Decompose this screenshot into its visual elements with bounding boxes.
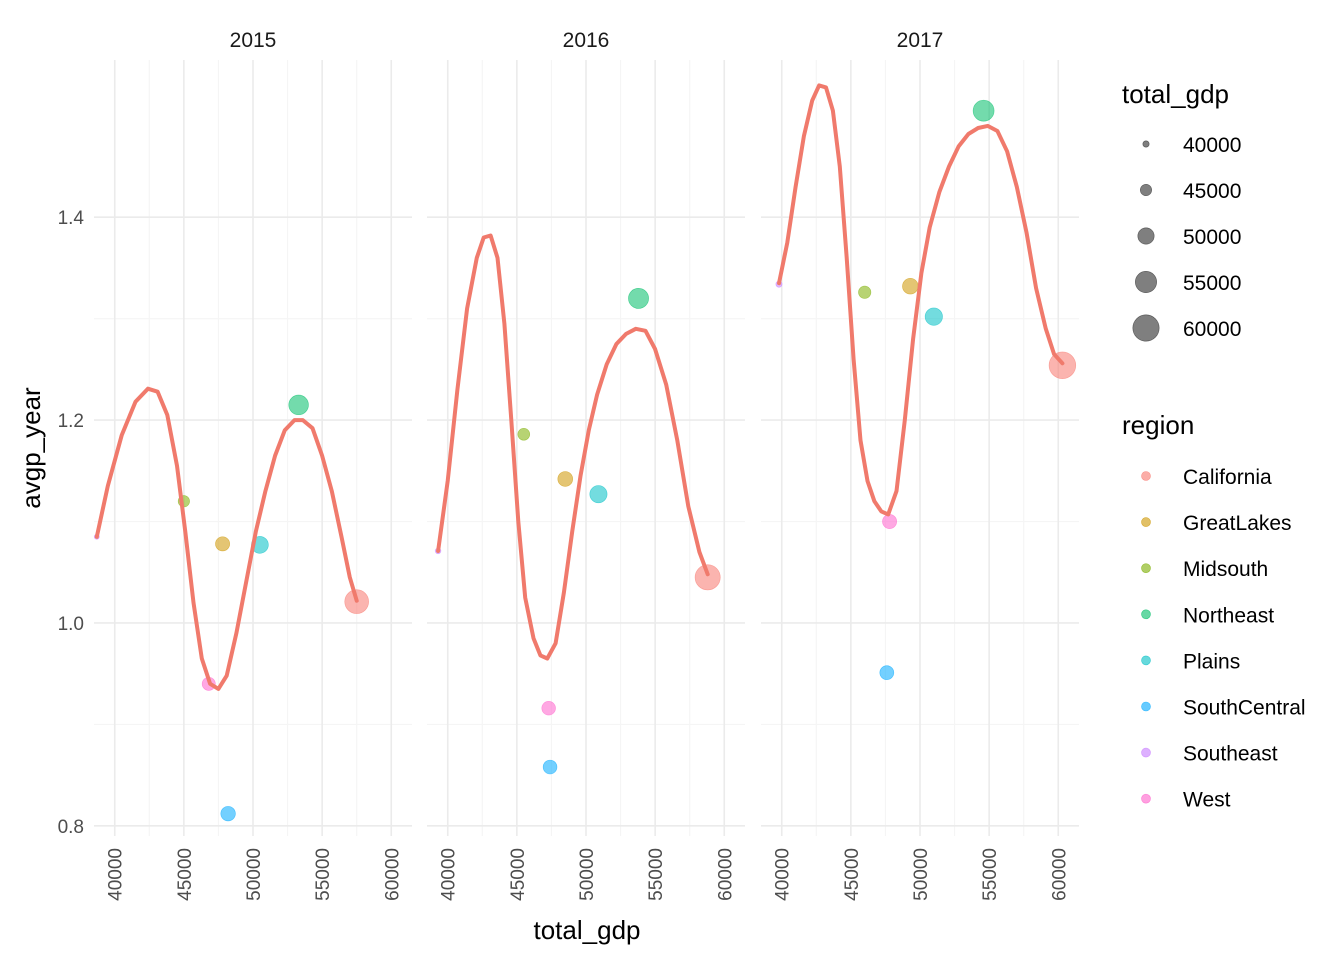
y-tick-label: 1.0 (58, 614, 84, 635)
color-key-northeast (1141, 609, 1151, 620)
y-tick-label: 1.4 (58, 208, 85, 229)
color-legend: California GreatLakes Midsouth Northeast Pla… (1141, 466, 1306, 812)
x-tick-label: 50000 (911, 848, 932, 901)
point-greatlakes (557, 471, 574, 487)
point-northeast (972, 99, 995, 122)
color-key-label: West (1183, 789, 1231, 812)
x-tick-label: 40000 (773, 848, 794, 901)
color-key-label: GreatLakes (1183, 512, 1292, 535)
panel-2017: 2017 40000 45000 50000 55000 60000 (761, 29, 1079, 901)
y-axis-title: avgp_year (16, 387, 46, 509)
size-key-label: 60000 (1183, 318, 1241, 341)
facet-label-2017: 2017 (897, 29, 944, 52)
point-greatlakes (902, 278, 919, 295)
panel-2016: 2016 40000 45000 50000 55000 60000 (427, 29, 745, 901)
size-key-40000 (1142, 140, 1150, 148)
color-key-southcentral (1141, 701, 1151, 712)
point-southcentral (879, 665, 895, 680)
size-key-55000 (1135, 270, 1158, 293)
point-midsouth (858, 285, 872, 299)
point-southcentral (220, 806, 236, 822)
facet-label-2015: 2015 (230, 29, 277, 52)
panels-layer: 2015 40000 45000 50000 55000 60000 0.8 1.0 1.2 1.… (58, 29, 1079, 901)
size-key-label: 55000 (1183, 272, 1241, 295)
x-axis-title: total_gdp (534, 915, 641, 945)
x-tick-label: 45000 (508, 848, 529, 901)
color-key-label: California (1183, 466, 1272, 489)
x-tick-label: 40000 (106, 848, 127, 901)
x-tick-label: 50000 (577, 848, 598, 901)
point-plains (589, 485, 608, 504)
size-key-label: 40000 (1183, 134, 1241, 157)
y-tick-label: 0.8 (58, 817, 84, 838)
size-key-label: 45000 (1183, 180, 1241, 203)
color-key-plains (1141, 655, 1151, 666)
point-california (694, 564, 721, 591)
point-plains (924, 307, 943, 326)
smooth-line (777, 83, 1065, 517)
x-tick-label: 55000 (646, 848, 667, 901)
facet-label-2016: 2016 (563, 29, 610, 52)
size-legend-title: total_gdp (1122, 79, 1229, 109)
size-key-label: 50000 (1183, 226, 1241, 249)
point-west (541, 701, 556, 716)
x-tick-label: 40000 (439, 848, 460, 901)
color-key-label: Northeast (1183, 604, 1274, 627)
color-key-california (1141, 471, 1151, 481)
color-key-southeast (1141, 747, 1151, 758)
color-key-west (1141, 793, 1151, 804)
smooth-line (436, 233, 710, 661)
point-greatlakes (215, 536, 230, 552)
panel-2015: 2015 40000 45000 50000 55000 60000 0.8 1.0 1.2 1.… (58, 29, 412, 901)
x-tick-label: 50000 (244, 848, 265, 901)
x-tick-label: 55000 (980, 848, 1001, 901)
color-key-greatlakes (1141, 517, 1151, 527)
size-key-45000 (1140, 184, 1153, 197)
color-key-label: Southeast (1183, 743, 1278, 766)
point-southcentral (542, 759, 558, 775)
smooth-line (94, 386, 359, 691)
x-tick-label: 60000 (715, 848, 736, 901)
x-tick-label: 45000 (842, 848, 863, 901)
point-west (882, 514, 897, 529)
color-key-label: Midsouth (1183, 558, 1268, 581)
color-key-label: SouthCentral (1183, 697, 1306, 720)
legend: total_gdp 40000 45000 50000 55000 60000 regi… (1122, 79, 1306, 812)
size-legend: 40000 45000 50000 55000 60000 (1132, 134, 1241, 342)
x-tick-label: 55000 (313, 848, 334, 901)
point-midsouth (517, 428, 531, 441)
color-legend-title: region (1122, 410, 1194, 440)
color-key-midsouth (1141, 563, 1151, 574)
point-northeast (288, 394, 309, 416)
point-northeast (628, 287, 649, 309)
size-key-50000 (1137, 227, 1155, 245)
size-key-60000 (1132, 314, 1160, 342)
color-key-label: Plains (1183, 650, 1240, 673)
x-tick-label: 45000 (175, 848, 196, 901)
x-tick-label: 60000 (382, 848, 403, 901)
y-tick-label: 1.2 (58, 411, 84, 432)
x-tick-label: 60000 (1049, 848, 1070, 901)
